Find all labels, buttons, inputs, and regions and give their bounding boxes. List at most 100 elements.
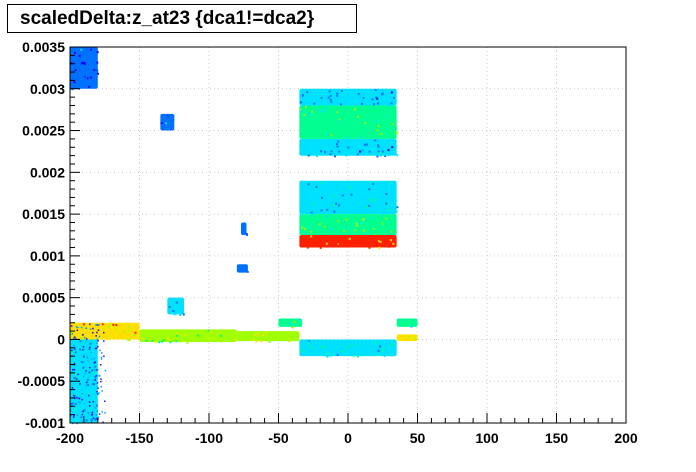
heatmap-speck: [73, 408, 76, 411]
heatmap-speck: [186, 329, 189, 332]
x-tick-label: 100: [475, 430, 499, 446]
heatmap-region: [236, 331, 300, 343]
heatmap-speck: [316, 155, 319, 158]
heatmap-speck: [125, 328, 128, 331]
scatter-speck: [99, 349, 101, 352]
heatmap-speck: [90, 414, 93, 417]
heatmap-speck: [386, 90, 389, 93]
scatter-speck: [100, 356, 103, 359]
heatmap-speck: [131, 322, 134, 325]
heatmap-speck: [107, 325, 110, 328]
heatmap-speck: [326, 208, 329, 211]
heatmap-speck: [386, 210, 389, 213]
heatmap-speck: [310, 110, 313, 113]
heatmap-speck: [381, 89, 384, 92]
scatter-speck: [73, 414, 75, 417]
heatmap-speck: [102, 328, 105, 331]
heatmap-speck: [271, 337, 274, 340]
heatmap-speck: [394, 98, 397, 101]
heatmap-speck: [82, 366, 85, 369]
heatmap-speck: [97, 392, 100, 395]
heatmap-speck: [365, 141, 368, 144]
scatter-speck: [94, 361, 97, 363]
heatmap-speck: [327, 96, 330, 99]
heatmap-speck: [77, 77, 80, 80]
heatmap-speck: [391, 123, 394, 126]
heatmap-speck: [322, 239, 325, 242]
x-tick-label: -100: [195, 430, 223, 446]
heatmap-speck: [338, 243, 341, 246]
heatmap-speck: [210, 330, 213, 333]
heatmap-speck: [323, 148, 326, 151]
heatmap-speck: [327, 220, 330, 223]
heatmap-speck: [354, 238, 357, 241]
scatter-speck: [70, 325, 73, 327]
heatmap-speck: [321, 110, 324, 113]
heatmap-speck: [96, 61, 99, 64]
y-tick-label: 0.0005: [22, 290, 65, 306]
heatmap-speck: [327, 351, 330, 354]
heatmap-speck: [320, 96, 323, 99]
scatter-speck: [87, 394, 90, 397]
heatmap-speck: [101, 323, 104, 326]
heatmap-speck: [87, 334, 90, 337]
heatmap-speck: [332, 119, 335, 122]
scatter-speck: [91, 411, 94, 414]
heatmap-speck: [71, 351, 74, 354]
heatmap-speck: [390, 102, 393, 105]
heatmap-speck: [333, 210, 336, 213]
heatmap-speck: [73, 348, 76, 351]
heatmap-speck: [109, 322, 112, 325]
heatmap-speck: [246, 270, 249, 273]
heatmap-region: [70, 47, 100, 91]
scatter-speck: [99, 380, 102, 383]
scatter-speck: [94, 369, 96, 372]
heatmap-speck: [323, 225, 326, 228]
heatmap-speck: [134, 331, 137, 334]
heatmap-speck: [207, 337, 210, 340]
scatter-speck: [81, 398, 83, 401]
heatmap-speck: [127, 327, 130, 330]
heatmap-speck: [373, 227, 376, 230]
heatmap-speck: [338, 225, 341, 228]
x-tick-label: -150: [125, 430, 153, 446]
heatmap-speck: [169, 341, 172, 344]
heatmap-speck: [308, 111, 311, 114]
heatmap-speck: [382, 218, 385, 221]
heatmap-speck: [265, 331, 268, 334]
heatmap-speck: [75, 376, 78, 379]
heatmap-speck: [342, 350, 345, 353]
scatter-speck: [94, 407, 97, 409]
heatmap-speck: [362, 150, 365, 153]
heatmap-speck: [375, 345, 378, 348]
scatter-speck: [95, 347, 98, 349]
heatmap-speck: [309, 224, 312, 227]
heatmap-speck: [375, 94, 378, 97]
heatmap-speck: [252, 338, 255, 341]
heatmap-speck: [360, 200, 363, 203]
heatmap-speck: [205, 337, 208, 340]
heatmap-speck: [94, 52, 97, 55]
x-tick-label: -50: [268, 430, 288, 446]
heatmap-speck: [332, 229, 335, 232]
scatter-speck: [93, 357, 95, 360]
scatter-speck: [83, 375, 85, 378]
heatmap-cell: [70, 322, 140, 340]
heatmap-speck: [374, 119, 377, 122]
scatter-speck: [93, 383, 95, 385]
scatter-speck: [88, 401, 91, 403]
scatter-speck: [91, 383, 93, 385]
scatter-speck: [85, 338, 88, 340]
scatter-speck: [81, 413, 83, 416]
scatter-speck: [79, 401, 81, 404]
heatmap-speck: [360, 240, 363, 243]
heatmap-speck: [135, 323, 138, 326]
heatmap-speck: [96, 70, 99, 73]
scatter-speck: [76, 414, 78, 416]
heatmap-speck: [83, 409, 86, 412]
heatmap-speck: [363, 143, 366, 146]
heatmap-speck: [298, 318, 301, 321]
heatmap-speck: [192, 331, 195, 334]
heatmap-speck: [167, 302, 170, 305]
heatmap-speck: [349, 245, 352, 248]
